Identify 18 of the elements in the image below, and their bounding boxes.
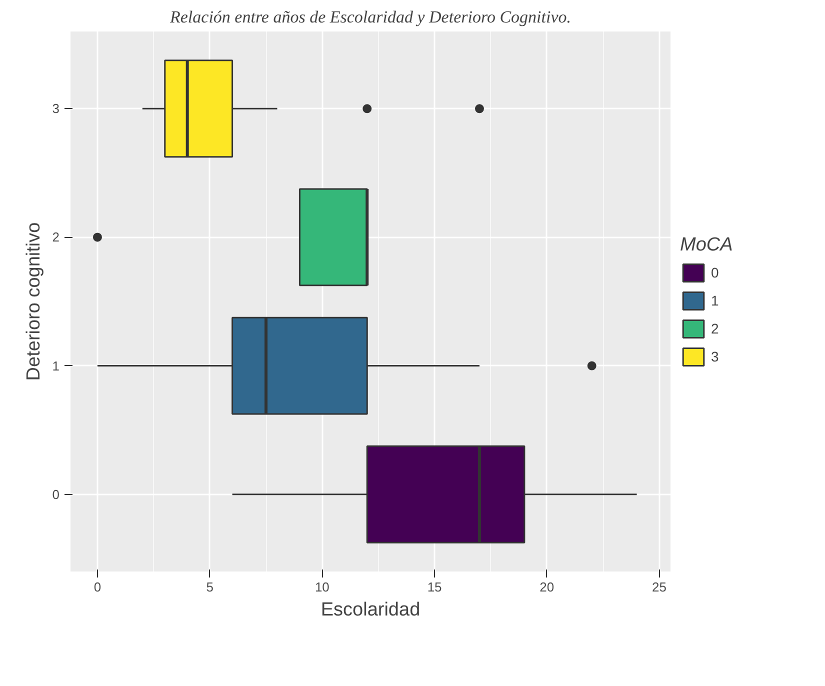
- x-tick-label: 20: [540, 580, 554, 594]
- legend-label: 2: [711, 320, 720, 336]
- legend-title: MoCA: [680, 234, 733, 256]
- x-tick-label: 10: [314, 580, 330, 594]
- y-tick-label: 1: [52, 358, 60, 374]
- y-axis-title: Deterioro cognitivo: [23, 222, 44, 381]
- x-tick-label: 5: [206, 580, 214, 594]
- chart-title: Relación entre años de Escolaridad y Deterioro Cognitivo.: [169, 8, 572, 26]
- y-tick-label: 3: [52, 101, 60, 116]
- y-tick-label: 2: [52, 230, 60, 245]
- x-tick-label: 15: [427, 580, 442, 594]
- legend-label: 3: [711, 348, 720, 364]
- x-tick-label: 0: [94, 580, 102, 594]
- legend-label: 1: [711, 292, 720, 308]
- y-tick-label: 0: [52, 486, 60, 502]
- x-axis-title: Escolaridad: [320, 600, 420, 620]
- x-tick-label: 25: [652, 580, 667, 594]
- legend-label: 0: [711, 264, 720, 280]
